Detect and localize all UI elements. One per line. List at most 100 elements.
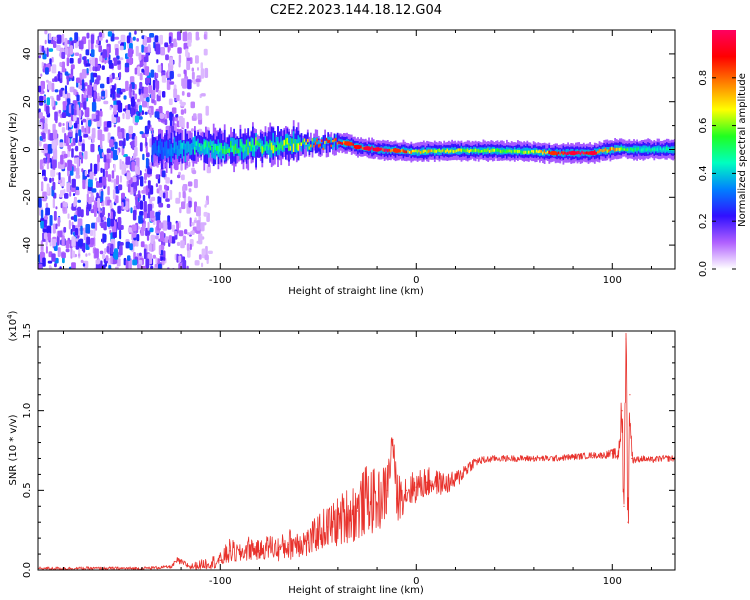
snr-data-point [392, 438, 394, 440]
spectrogram-speckle [178, 116, 184, 127]
spectrogram-speckle [99, 55, 103, 62]
spectrogram-ridge-cell [294, 139, 297, 145]
spectrogram-speckle [66, 182, 71, 193]
spectrogram-ridge-cell [343, 140, 345, 144]
spectrogram-ridge-cell [534, 150, 537, 154]
spectrogram-ridge-cell [164, 150, 166, 156]
spectrogram-speckle [68, 120, 72, 128]
spectrogram-ridge-cell [515, 149, 518, 153]
spectrogram-ridge-cell [247, 146, 250, 155]
spectrogram-ridge-cell [190, 142, 193, 148]
spectrogram-speckle [75, 174, 81, 179]
spectrogram-speckle [71, 221, 74, 227]
spectrogram-ridge-cell [205, 140, 207, 148]
snr-data-point [219, 559, 221, 562]
spectrogram-ridge-cell [263, 147, 265, 152]
spectrogram-speckle [101, 90, 105, 97]
spectrogram-speckle [186, 232, 191, 236]
spectrogram-speckle [42, 169, 46, 178]
spectrogram-speckle [101, 133, 105, 142]
spectrogram-ridge-cell [520, 150, 522, 153]
spectrogram-ridge-cell [441, 149, 444, 152]
spectrogram-speckle [153, 41, 156, 49]
spectrogram-speckle [79, 135, 82, 143]
spectrogram-ridge-cell [557, 151, 560, 155]
snr-data-point [249, 547, 251, 549]
spectrogram-speckle [144, 180, 147, 184]
spectrogram-speckle [164, 236, 169, 243]
spectrogram-speckle [61, 33, 65, 43]
spectrogram-ridge-cell [626, 148, 629, 151]
tick-label: 0.2 [698, 213, 709, 229]
spectrogram-ridge-cell [631, 148, 634, 152]
spectrogram-speckle [110, 255, 113, 264]
spectrogram-speckle [95, 110, 100, 122]
colorbar-ticks: 0.0 0.2 0.4 0.6 0.8 [698, 70, 736, 277]
spectrogram-speckle [180, 101, 185, 107]
spectrogram-ridge-cell [385, 148, 388, 152]
snr-data-point [268, 545, 270, 547]
spectrogram-speckle [129, 141, 135, 146]
spectrogram-speckle [117, 205, 121, 214]
spectrogram-ridge-cell [261, 146, 264, 154]
spectrogram-speckle [38, 112, 43, 119]
spectrogram-ridge-cell [419, 151, 422, 154]
spectrogram-speckle [51, 140, 56, 149]
spectrogram-speckle [97, 161, 100, 172]
spectrogram-speckle [66, 135, 69, 146]
spectrogram-ridge-cell [499, 149, 502, 153]
spectrogram-speckle [76, 235, 80, 239]
spectrogram-speckle [63, 226, 67, 233]
spectrogram-ridge-cell [223, 146, 226, 155]
spectrogram-speckle [65, 240, 70, 249]
spectrogram-ridge-cell [415, 149, 417, 153]
snr-data-point [592, 454, 594, 456]
spectrogram-ridge-cell [197, 140, 199, 147]
spectrogram-speckle [173, 88, 178, 99]
spectrogram-ridge-cell [195, 141, 198, 146]
spectrogram-ridge-cell [272, 145, 275, 154]
spectrogram-speckle [86, 68, 89, 74]
tick-label: 100 [603, 576, 622, 587]
spectrogram-speckle [146, 235, 150, 241]
spectrogram-ridge-cell [333, 138, 336, 142]
spectrogram-speckle [100, 83, 105, 89]
spectrogram-ridge-cell [167, 149, 170, 154]
spectrogram-speckle [197, 113, 203, 120]
spectrogram-speckle [165, 54, 169, 61]
spectrogram-ridge-cell [460, 148, 463, 153]
spectrogram-ridge-cell [332, 138, 334, 149]
spectrogram-ridge-cell [299, 138, 301, 156]
spectrogram-speckle [113, 164, 116, 172]
spectrogram-speckle [154, 111, 160, 118]
spectrogram-speckle [114, 141, 118, 150]
spectrogram-ridge-cell [510, 150, 513, 154]
spectrogram-speckle [95, 177, 98, 181]
spectrogram-speckle [106, 46, 110, 58]
spectrogram-ridge-cell [330, 138, 333, 149]
spectrogram-ridge-cell [314, 137, 317, 146]
spectrogram-speckle [84, 150, 88, 160]
spectrogram-speckle [158, 222, 164, 229]
spectrogram-speckle [58, 109, 62, 114]
tick-label: 0 [413, 576, 419, 587]
spectrogram-speckle [53, 129, 58, 140]
spectrogram-ridge-cell [333, 140, 336, 148]
spectrogram-speckle [178, 230, 184, 237]
spectrogram-ridge-cell [466, 148, 469, 153]
spectrogram-speckle [64, 71, 69, 76]
spectrogram-speckle [97, 216, 101, 223]
spectrogram-ridge-cell [292, 143, 295, 152]
spectrogram-speckle [112, 149, 117, 161]
spectrogram-ridge-cell [266, 141, 268, 146]
spectrogram-speckle [105, 39, 109, 43]
spectrogram-ridge-cell [429, 149, 431, 153]
spectrogram-speckle [146, 213, 151, 219]
spectrogram-speckle [86, 174, 90, 178]
snr-scale-prefix: (x10 [8, 319, 19, 342]
spectrogram-ridge-cell [600, 149, 602, 152]
spectrogram-speckle [68, 129, 73, 133]
spectrogram-speckle [179, 207, 182, 214]
tick-label: 20 [22, 95, 33, 108]
spectrogram-ridge-cell [201, 144, 204, 154]
